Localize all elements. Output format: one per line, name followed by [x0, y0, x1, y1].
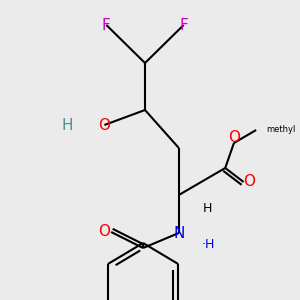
- Text: N: N: [173, 226, 184, 241]
- Text: O: O: [243, 175, 255, 190]
- Text: H: H: [62, 118, 74, 133]
- Text: O: O: [228, 130, 240, 146]
- Text: ·H: ·H: [201, 238, 214, 250]
- Text: H: H: [203, 202, 212, 214]
- Text: O: O: [98, 118, 110, 133]
- Text: F: F: [102, 17, 111, 32]
- Text: F: F: [179, 17, 188, 32]
- Text: O: O: [98, 224, 110, 239]
- Text: methyl: methyl: [266, 125, 295, 134]
